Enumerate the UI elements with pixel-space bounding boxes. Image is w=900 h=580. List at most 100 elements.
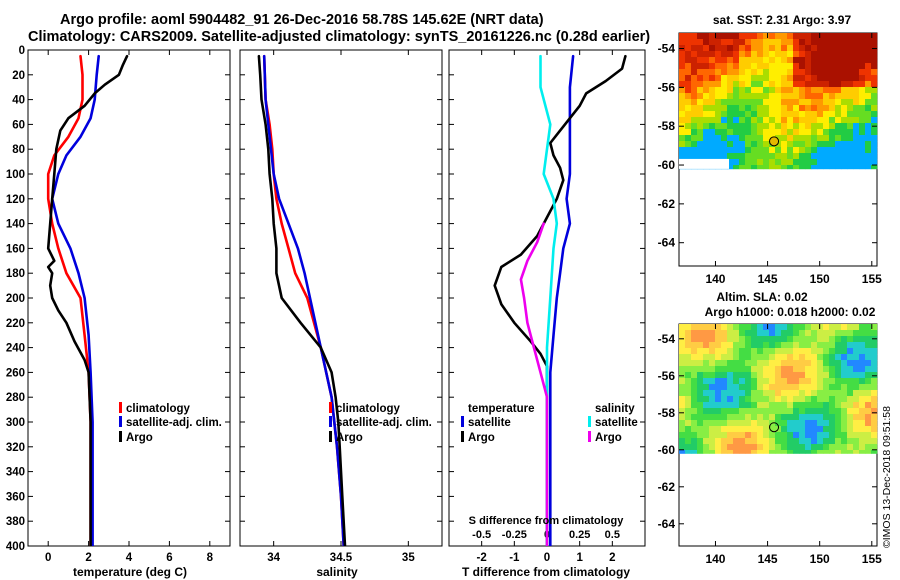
map-cell [763, 105, 770, 112]
map-cell [853, 444, 860, 451]
map-cell [679, 372, 686, 379]
difference-panel: -2 -1 0 1 2-0.5 -0.25 0 0.25 0.5 [449, 49, 645, 564]
map-cell [739, 75, 746, 82]
map-cell [847, 165, 854, 170]
map-cell [817, 135, 824, 142]
map-cell [811, 135, 818, 142]
map-cell [811, 129, 818, 136]
legend-swatch-climatology [119, 402, 122, 413]
map-cell [841, 372, 848, 379]
map-cell [787, 330, 794, 337]
map-cell [691, 324, 698, 331]
map-cell [757, 450, 764, 454]
map-cell [793, 135, 800, 142]
map-cell [697, 354, 704, 361]
map-cell [751, 414, 758, 421]
map-cell [715, 147, 722, 154]
map-cell [757, 324, 764, 331]
map-cell [745, 99, 752, 106]
map-cell [793, 426, 800, 433]
legend-satellite-adj: satellite-adj. clim. [336, 417, 432, 429]
map-cell [799, 75, 806, 82]
map-cell [769, 129, 776, 136]
map-cell [787, 384, 794, 391]
map-cell [691, 348, 698, 355]
map-cell [841, 75, 848, 82]
map-cell [685, 330, 692, 337]
map-cell [769, 147, 776, 154]
map-cell [721, 39, 728, 46]
map-cell [697, 336, 704, 343]
map-cell [775, 378, 782, 385]
map-cell [775, 87, 782, 94]
map-cell [691, 57, 698, 64]
y-tick-label: 20 [12, 70, 25, 82]
map-cell [745, 366, 752, 373]
map-cell [703, 336, 710, 343]
map-cell [697, 147, 704, 154]
map-cell [781, 420, 788, 427]
map-cell [865, 432, 872, 439]
y-tick-label: 100 [6, 169, 25, 181]
map-cell [805, 438, 812, 445]
map-cell [721, 111, 728, 118]
map-cell [763, 354, 770, 361]
map-cell [685, 51, 692, 58]
map-cell [835, 141, 842, 148]
map-cell [703, 420, 710, 427]
map-cell [835, 39, 842, 46]
map-cell [871, 57, 878, 64]
map-cell [691, 51, 698, 58]
map-cell [751, 330, 758, 337]
map-cell [679, 324, 686, 331]
map-cell [805, 99, 812, 106]
map-cell [715, 390, 722, 397]
map-cell [793, 378, 800, 385]
map-cell [865, 330, 872, 337]
map-cell [853, 450, 860, 454]
map-cell [715, 75, 722, 82]
map-cell [739, 51, 746, 58]
map-cell [787, 39, 794, 46]
map-cell [757, 384, 764, 391]
map-cell [853, 354, 860, 361]
legend-swatch-climatology [329, 402, 332, 413]
map-cell [865, 324, 872, 331]
map-cell [871, 342, 878, 349]
map-cell [709, 105, 716, 112]
map-cell [865, 153, 872, 160]
map-cell [721, 390, 728, 397]
map-cell [853, 396, 860, 403]
map-cell [691, 378, 698, 385]
map-cell [721, 336, 728, 343]
s-difference-tick-label: 0.25 [569, 529, 590, 541]
map-cell [835, 450, 842, 454]
map-cell [871, 75, 878, 82]
map-cell [865, 111, 872, 118]
map-cell [721, 33, 728, 40]
map-cell [769, 378, 776, 385]
map-cell [697, 117, 704, 124]
map-cell [691, 111, 698, 118]
map-cell [691, 135, 698, 142]
map-cell [775, 153, 782, 160]
map-cell [757, 57, 764, 64]
map-cell [763, 81, 770, 88]
map-cell [865, 396, 872, 403]
map-cell [733, 360, 740, 367]
map-cell [805, 360, 812, 367]
map-cell [751, 432, 758, 439]
map-cell [841, 366, 848, 373]
s-difference-tick-label: 0.5 [605, 529, 620, 541]
map-cell [805, 420, 812, 427]
map-cell [823, 372, 830, 379]
map-cell [787, 408, 794, 415]
map-cell [835, 117, 842, 124]
map-cell [811, 450, 818, 454]
map-cell [793, 372, 800, 379]
map-cell [727, 165, 734, 170]
map-cell [817, 426, 824, 433]
map-cell [733, 438, 740, 445]
map-cell [769, 93, 776, 100]
map-cell [763, 117, 770, 124]
